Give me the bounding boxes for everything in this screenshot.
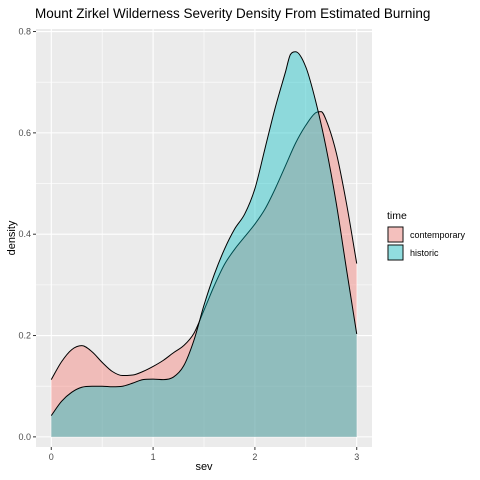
chart-title: Mount Zirkel Wilderness Severity Density… [35,6,430,21]
legend-key-background [387,244,404,261]
density-area-historic [51,51,357,437]
legend-key-contemporary [387,226,404,243]
x-tick-label: 2 [252,452,257,462]
x-tick-label: 3 [354,452,359,462]
density-area-contemporary [51,111,357,437]
y-axis-title: density [6,220,18,255]
x-axis-ticks: 0 1 2 3 [49,447,359,462]
density-areas [50,51,358,437]
y-tick-label: 0.2 [18,331,31,341]
y-tick-label: 0.0 [18,432,31,442]
x-tick-label: 1 [151,452,156,462]
y-tick-label: 0.8 [18,27,31,37]
legend-label-contemporary: contemporary [410,230,466,240]
minor-gridlines [36,29,372,447]
density-line-contemporary [50,111,358,380]
legend-key-historic [387,244,404,261]
density-line-historic [50,51,358,416]
major-gridlines [36,29,372,447]
x-tick-label: 0 [49,452,54,462]
legend-key-background [387,226,404,243]
legend-label-historic: historic [410,248,439,258]
legend: time contemporary historic [387,210,466,261]
y-tick-label: 0.4 [18,229,31,239]
y-tick-label: 0.6 [18,128,31,138]
x-axis-title: sev [195,461,213,473]
y-axis-ticks: 0.0 0.2 0.4 0.6 0.8 [18,27,36,442]
legend-title: time [387,210,407,222]
